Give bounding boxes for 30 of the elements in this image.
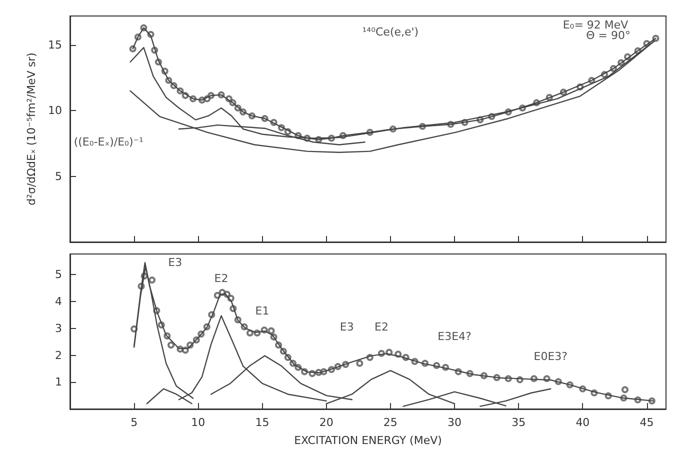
annotation: E2 bbox=[214, 272, 228, 286]
x-tick-label: 10 bbox=[191, 416, 206, 429]
x-tick-label: 35 bbox=[512, 416, 526, 429]
annotation: Θ = 90° bbox=[586, 29, 631, 42]
y-tick-label: 5 bbox=[55, 170, 62, 183]
x-tick-label: 15 bbox=[255, 416, 270, 429]
x-axis-title: EXCITATION ENERGY (MeV) bbox=[294, 434, 442, 447]
x-tick-label: 45 bbox=[640, 416, 654, 429]
y-tick-label: 3 bbox=[55, 322, 62, 335]
x-tick-label: 20 bbox=[319, 416, 334, 429]
annotation: ¹⁴⁰Ce(e,e') bbox=[362, 25, 419, 38]
y-tick-label: 2 bbox=[55, 348, 62, 362]
y-tick-label: 1 bbox=[55, 376, 62, 389]
y-tick-label: 4 bbox=[55, 295, 62, 308]
y-tick-label: 10 bbox=[48, 104, 62, 118]
y-axis-title: d²σ/dΩdEₓ (10⁻⁵fm²/MeV sr) bbox=[25, 52, 38, 206]
annotation: E2 bbox=[374, 320, 388, 334]
x-tick-label: 5 bbox=[130, 416, 138, 429]
x-tick-label: 30 bbox=[448, 416, 462, 429]
x-tick-label: 40 bbox=[576, 416, 590, 429]
annotation: E3 bbox=[168, 256, 182, 270]
annotation: E3 bbox=[340, 320, 354, 334]
y-tick-label: 5 bbox=[55, 268, 62, 282]
annotation: E₀= 92 MeV bbox=[562, 18, 629, 32]
annotation: E3E4? bbox=[438, 330, 472, 343]
y-tick-label: 15 bbox=[48, 38, 62, 52]
annotation: ((E₀-Eₓ)/E₀)⁻¹ bbox=[74, 136, 144, 149]
x-tick-label: 25 bbox=[383, 416, 398, 429]
annotation: E0E3? bbox=[534, 350, 568, 364]
annotation: E1 bbox=[255, 304, 270, 318]
